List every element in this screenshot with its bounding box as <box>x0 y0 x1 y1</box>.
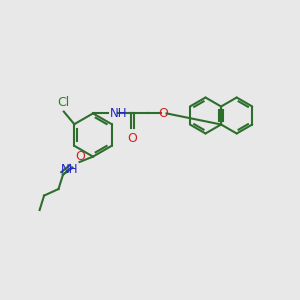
Text: O: O <box>158 107 168 120</box>
Text: O: O <box>128 132 137 145</box>
Text: NH: NH <box>61 164 78 176</box>
Text: NH: NH <box>110 107 127 120</box>
Text: Cl: Cl <box>58 96 70 109</box>
Text: O: O <box>75 151 85 164</box>
